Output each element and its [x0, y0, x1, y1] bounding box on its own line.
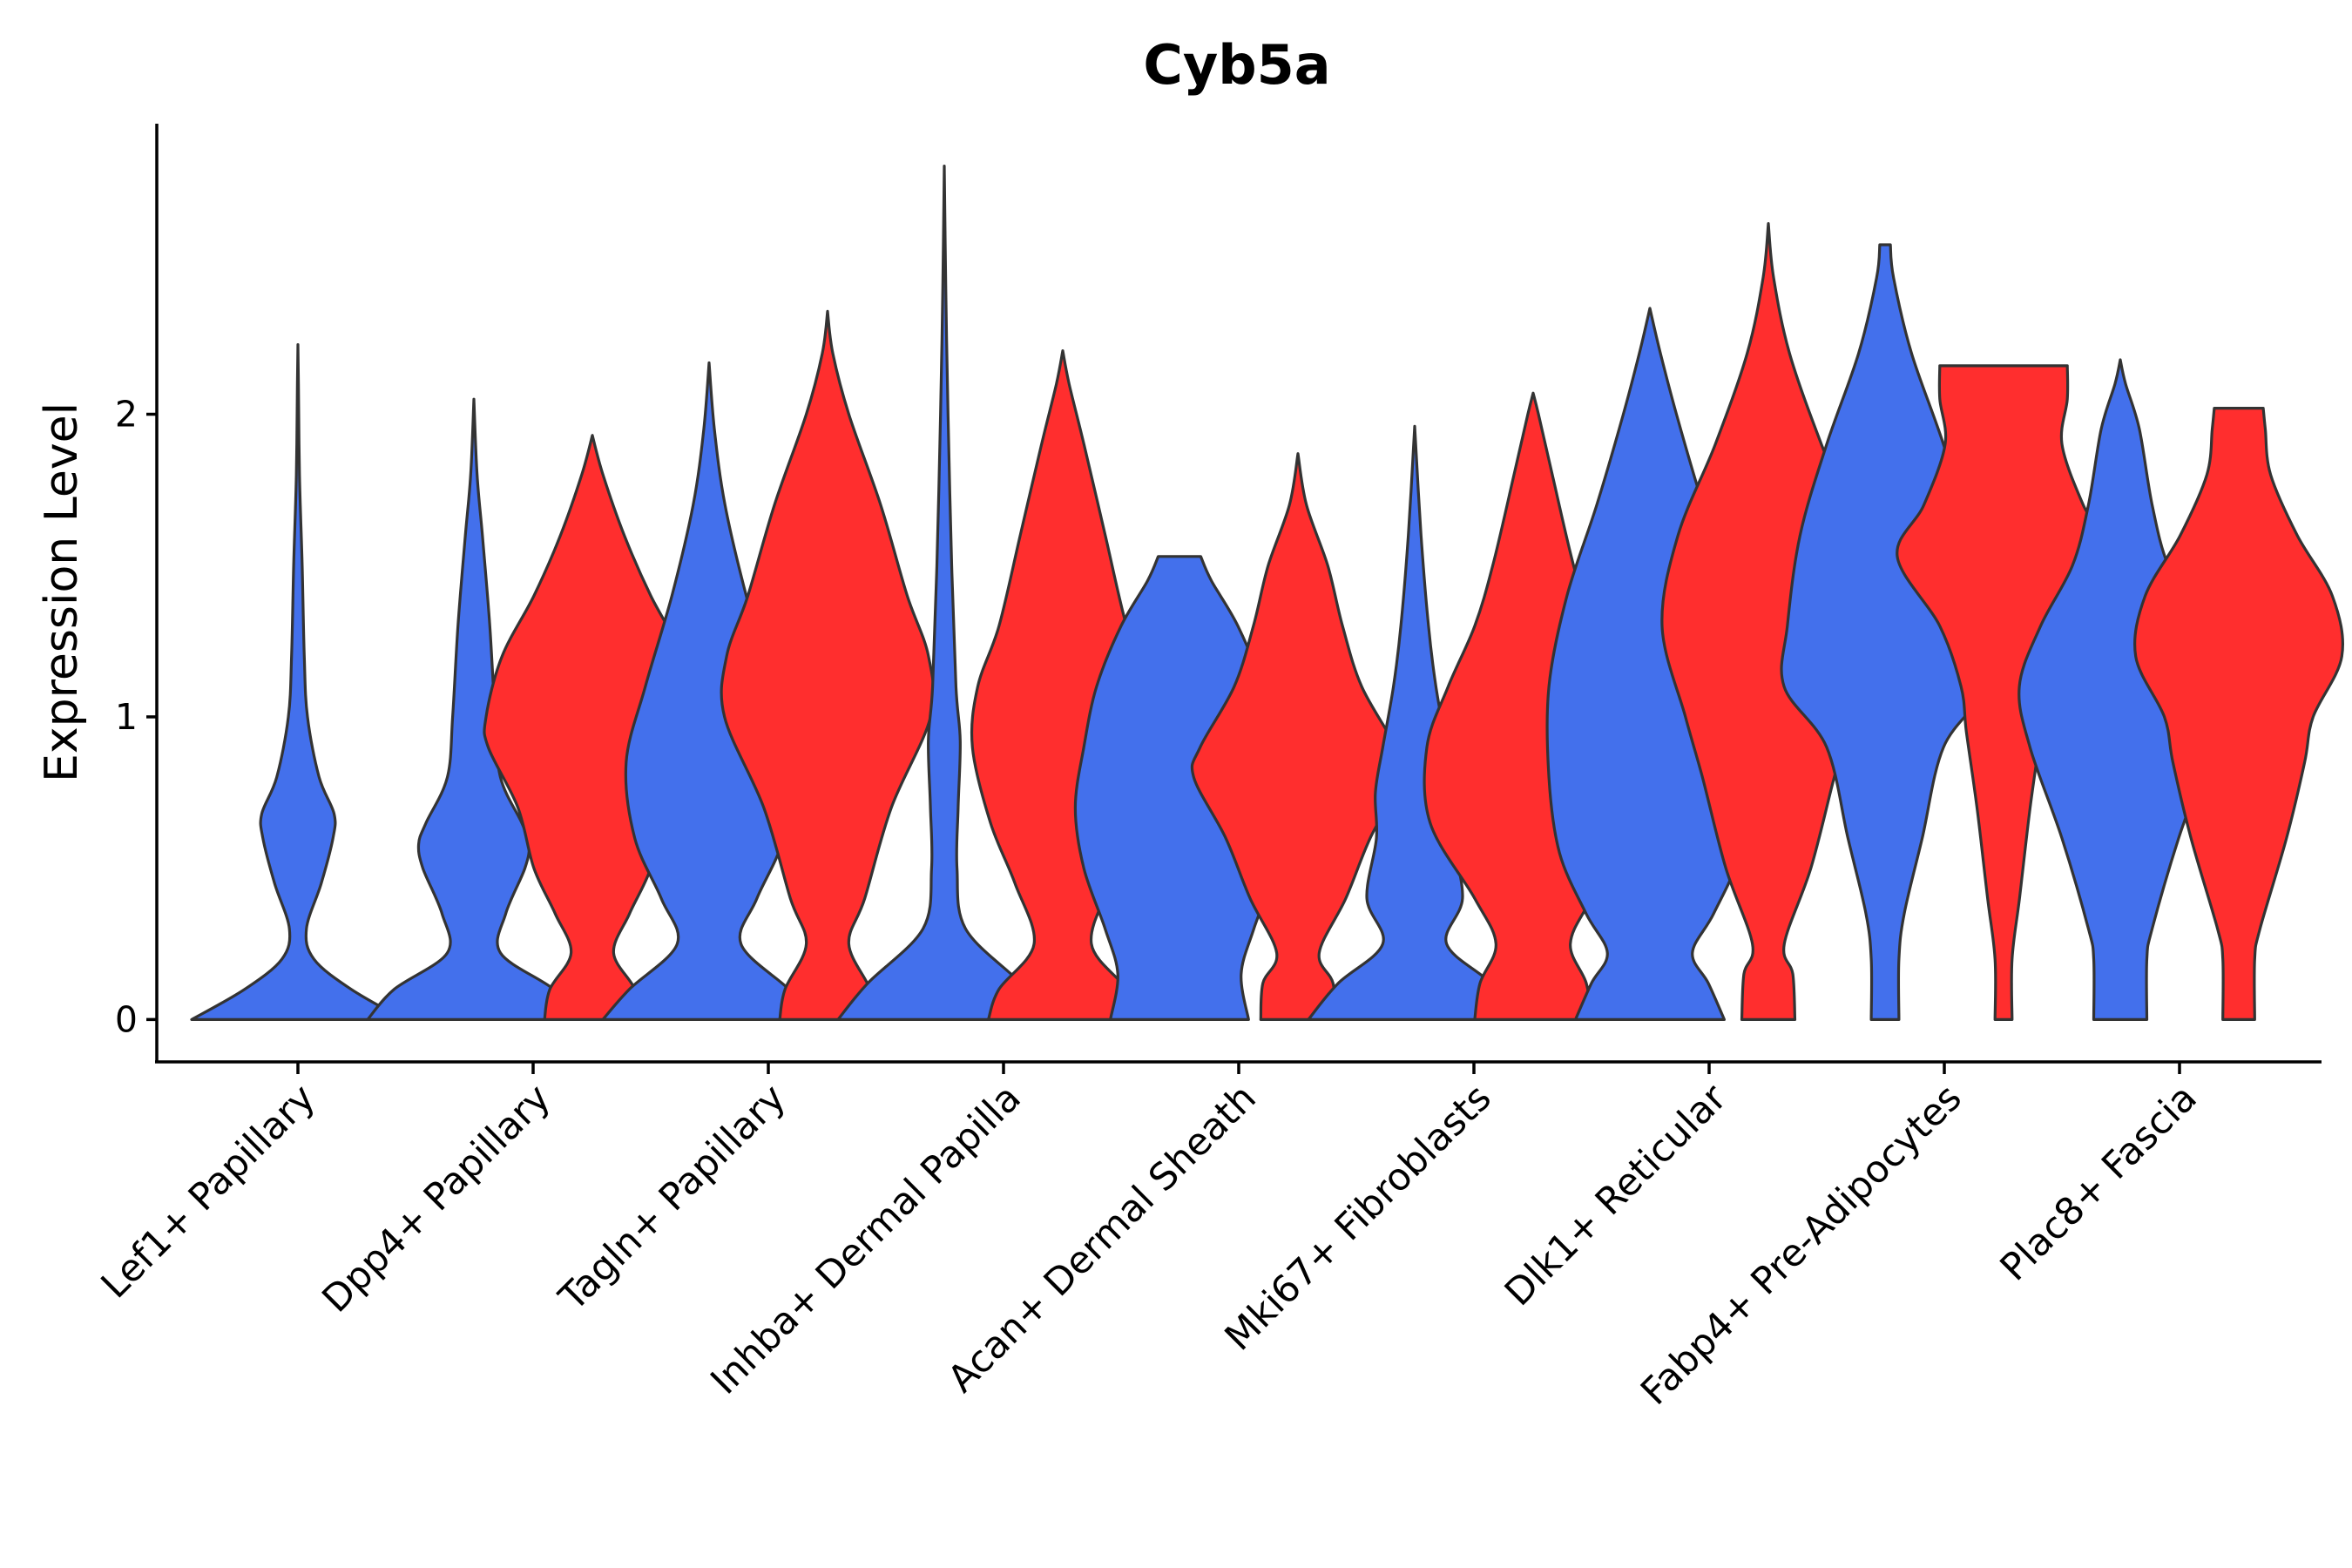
- violin-fabp4-pre-adipocytes-blue: [1780, 243, 1990, 1021]
- violin-dpp4-papillary-blue: [366, 397, 582, 1021]
- violin-layer: [190, 165, 2344, 1021]
- x-category-label: Lef1+ Papillary: [93, 1076, 324, 1307]
- violin-tagln-papillary-red: [720, 309, 936, 1021]
- y-tick-label: 0: [115, 998, 138, 1040]
- violin-inhba-dermal-papilla-blue: [836, 165, 1052, 1021]
- x-category-label: Tagln+ Papillary: [551, 1076, 794, 1320]
- x-category-label: Dlk1+ Reticular: [1497, 1076, 1735, 1315]
- violin-lef1-papillary-blue: [190, 343, 406, 1021]
- y-tick-label: 2: [115, 394, 138, 436]
- violin-dlk1-reticular-red: [1660, 222, 1876, 1021]
- y-tick-label: 1: [115, 696, 138, 738]
- x-category-label: Dpp4+ Papillary: [314, 1076, 559, 1321]
- chart-title: Cyb5a: [1143, 33, 1330, 97]
- violin-acan-dermal-sheath-red: [1190, 452, 1406, 1021]
- x-category-label: Plac8+ Fascia: [1992, 1076, 2206, 1289]
- violin-tagln-papillary-blue: [601, 361, 817, 1021]
- violin-plac8-fascia-red: [2133, 407, 2344, 1021]
- y-axis-label: Expression Level: [36, 402, 88, 782]
- x-category-label: Mki67+ Fibroblasts: [1217, 1076, 1500, 1359]
- y-ticks: 0 1 2: [115, 394, 157, 1040]
